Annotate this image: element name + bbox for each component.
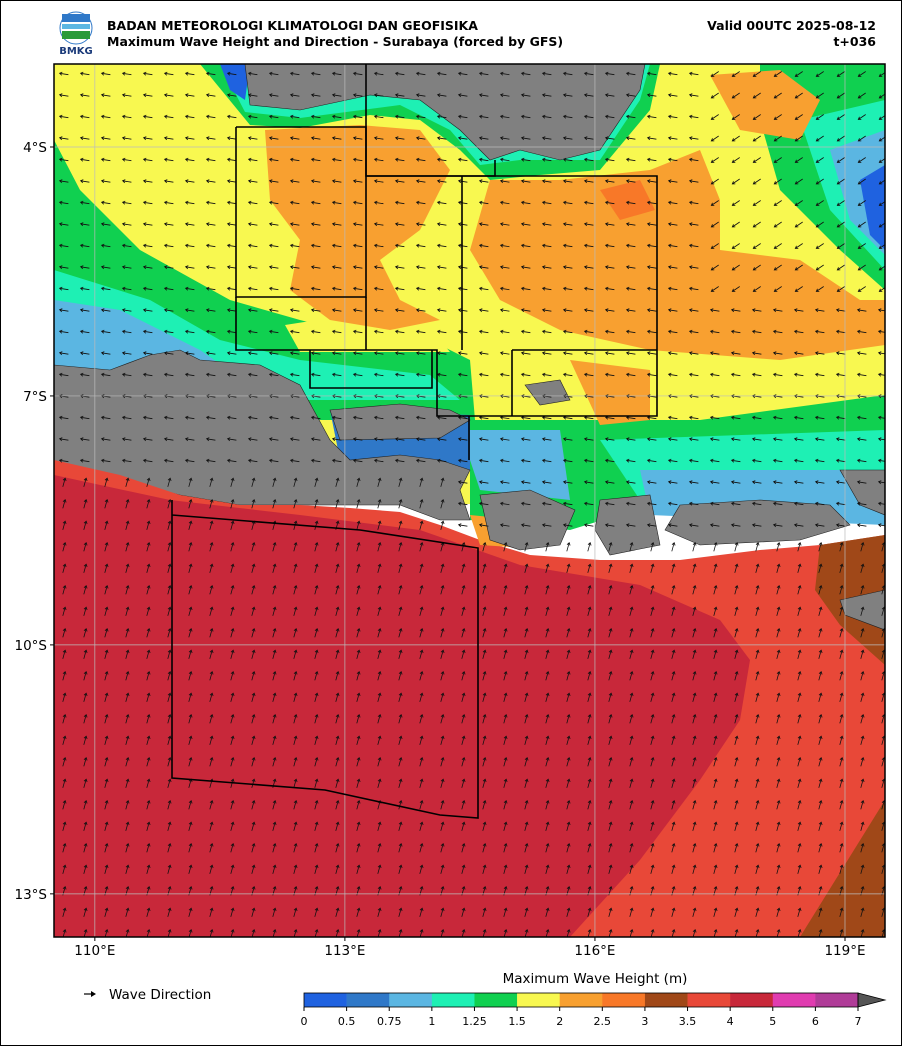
- colorbar-segment: [474, 993, 518, 1007]
- colorbar-tick-label: 4: [727, 1015, 734, 1028]
- y-tick-label: 13°S: [15, 887, 48, 903]
- wave-arrows: [58, 71, 885, 937]
- colorbar-segment: [517, 993, 560, 1007]
- colorbar-segment: [346, 993, 390, 1007]
- lead-time: t+036: [833, 34, 876, 49]
- legend-label: Wave Direction: [109, 987, 211, 1003]
- colorbar: 0 0.5 0.75 1 1.25 1.5 2 2.5 3 3.5 4 5 6 7: [301, 992, 887, 1028]
- y-tick-label: 4°S: [23, 140, 47, 156]
- colorbar-segment: [559, 993, 603, 1007]
- subtitle: Maximum Wave Height and Direction - Sura…: [107, 34, 563, 49]
- colorbar-segment: [815, 993, 859, 1007]
- colorbar-tick-label: 6: [812, 1015, 819, 1028]
- direction-legend: Wave Direction: [84, 987, 211, 1003]
- colorbar-segment: [644, 993, 688, 1007]
- colorbar-tick-label: 3.5: [679, 1015, 697, 1028]
- colorbar-segment: [602, 993, 646, 1007]
- x-tick-label: 113°E: [324, 943, 365, 959]
- colorbar-tick-label: 0.5: [338, 1015, 356, 1028]
- colorbar-title: Maximum Wave Height (m): [503, 971, 688, 987]
- colorbar-tick-label: 5: [769, 1015, 776, 1028]
- colorbar-tick-label: 2.5: [594, 1015, 612, 1028]
- colorbar-tick-label: 1.5: [508, 1015, 526, 1028]
- colorbar-tick-label: 3: [641, 1015, 648, 1028]
- colorbar-segment: [730, 993, 774, 1007]
- axes: 110°E 113°E 116°E 119°E 4°S 7°S 10°S 13°S: [15, 140, 866, 959]
- colorbar-segment: [772, 993, 816, 1007]
- colorbar-tick-label: 2: [556, 1015, 563, 1028]
- colorbar-tick-label: 1: [428, 1015, 435, 1028]
- zone-outlines: [171, 64, 658, 819]
- logo-text: BMKG: [59, 46, 93, 57]
- colorbar-tick-label: 0: [301, 1015, 308, 1028]
- colorbar-segment: [389, 993, 433, 1007]
- colorbar-tick-label: 7: [855, 1015, 862, 1028]
- logo: BMKG: [59, 11, 93, 57]
- x-tick-label: 116°E: [574, 943, 615, 959]
- colorbar-tick-label: 1.25: [462, 1015, 487, 1028]
- colorbar-tick-label: 0.75: [377, 1015, 402, 1028]
- y-tick-label: 10°S: [15, 638, 48, 654]
- arrow-field: [58, 71, 885, 937]
- x-tick-label: 110°E: [74, 943, 115, 959]
- colorbar-segment: [687, 993, 731, 1007]
- valid-time: Valid 00UTC 2025-08-12: [707, 18, 876, 33]
- map-border: [53, 63, 886, 938]
- colorbar-segment: [304, 993, 347, 1007]
- title: BADAN METEOROLOGI KLIMATOLOGI DAN GEOFIS…: [107, 18, 478, 33]
- colorbar-segment: [431, 993, 475, 1007]
- colorbar-outline: [303, 992, 859, 1008]
- map-field: [54, 64, 885, 937]
- graticule: [54, 64, 885, 937]
- x-tick-label: 119°E: [824, 943, 865, 959]
- y-tick-label: 7°S: [23, 389, 47, 405]
